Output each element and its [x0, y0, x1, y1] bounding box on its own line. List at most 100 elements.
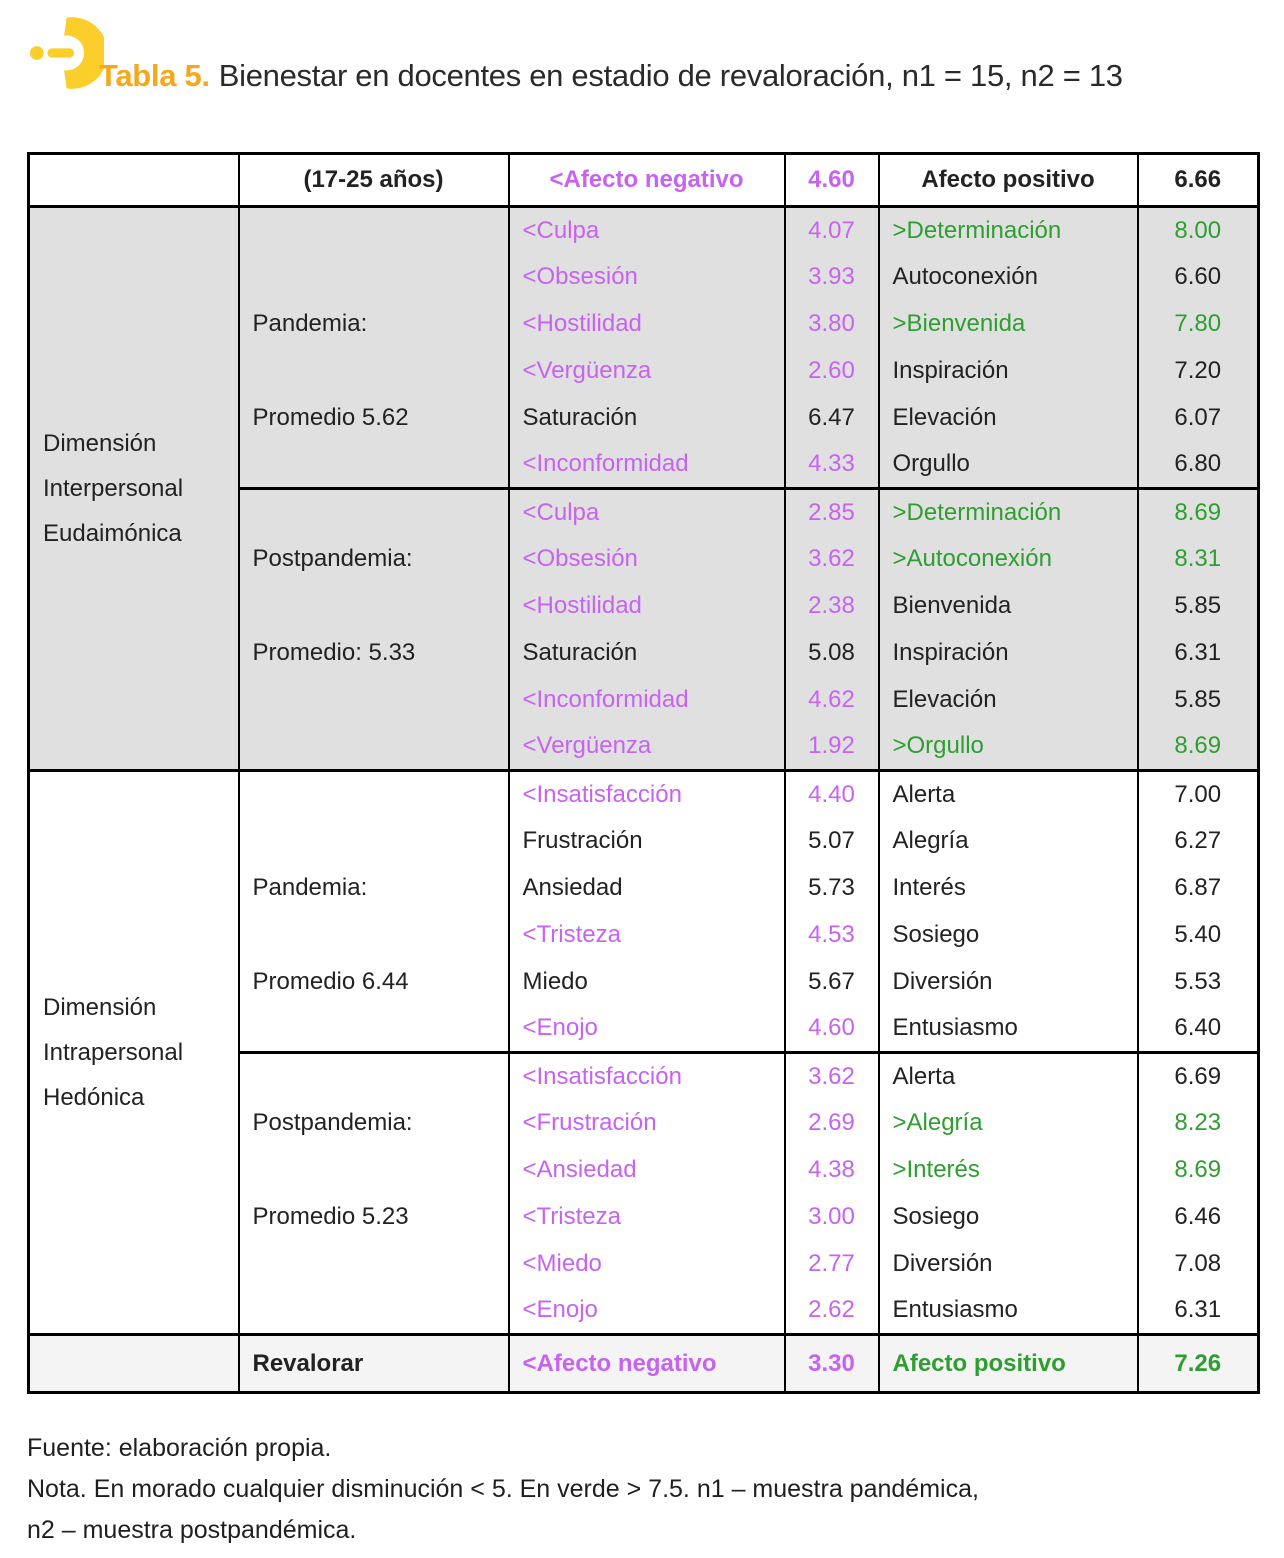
positive-value-cell: 8.69	[1136, 723, 1259, 771]
positive-affect-cell: Afecto positivo	[877, 1333, 1138, 1393]
table-row: <Miedo 2.77 Diversión 7.08	[29, 1240, 1259, 1288]
dimension-label-line: Intrapersonal	[43, 1039, 184, 1066]
negative-value-cell: 2.38	[783, 582, 879, 630]
negative-value-cell: 2.69	[783, 1099, 879, 1147]
negative-affect-cell: <Culpa	[507, 487, 785, 536]
header-row: (17-25 años) <Afecto negativo 4.60 Afecto p…	[27, 153, 1259, 207]
negative-affect-cell: <Insatisfacción	[507, 769, 785, 818]
positive-affect-cell: Entusiasmo	[877, 1287, 1138, 1335]
period-cell	[237, 1051, 509, 1100]
table-title-text: Bienestar en docentes en estadio de reva…	[218, 58, 1123, 93]
wellbeing-table: (17-25 años) <Afecto negativo 4.60 Afecto p…	[27, 152, 1260, 1394]
negative-affect-cell: <Miedo	[507, 1240, 785, 1288]
table-row: Promedio 5.23 <Tristeza 3.00 Sosiego 6.46	[29, 1193, 1259, 1241]
negative-value-cell: 4.33	[783, 441, 879, 489]
positive-value-cell: 6.31	[1136, 629, 1259, 677]
negative-affect-cell: <Hostilidad	[507, 300, 785, 348]
period-cell: Postpandemia:	[237, 535, 509, 583]
positive-affect-cell: Diversión	[877, 1240, 1138, 1288]
positive-value-cell: 6.60	[1136, 253, 1259, 301]
negative-value-cell: 5.08	[783, 629, 879, 677]
positive-affect-cell: >Autoconexión	[877, 535, 1138, 583]
negative-affect-cell: Saturación	[507, 394, 785, 442]
negative-value-cell: 2.85	[783, 487, 879, 536]
nota-line-1: Nota. En morado cualquier disminución < …	[27, 1475, 979, 1503]
positive-affect-cell: >Determinación	[877, 205, 1138, 254]
positive-affect-cell: >Determinación	[877, 487, 1138, 536]
negative-value-cell: 3.00	[783, 1193, 879, 1241]
table-row: Promedio 6.44 Miedo 5.67 Diversión 5.53	[29, 958, 1259, 1006]
positive-value-cell: 6.69	[1136, 1051, 1259, 1100]
period-cell	[237, 723, 509, 771]
dimension-label-line: Hedónica	[43, 1084, 145, 1111]
negative-affect-cell: <Afecto negativo	[507, 1333, 785, 1393]
revalorar-row: Revalorar <Afecto negativo 3.30 Afecto posi…	[27, 1333, 1259, 1393]
positive-affect-cell: Sosiego	[877, 1193, 1138, 1241]
negative-value-cell: 2.60	[783, 347, 879, 395]
positive-value-cell: 5.53	[1136, 958, 1259, 1006]
table-row: <Enojo 2.62 Entusiasmo 6.31	[29, 1287, 1259, 1335]
negative-value-cell: 4.53	[783, 911, 879, 959]
table-row: <Ansiedad 4.38 >Interés 8.69	[29, 1146, 1259, 1194]
positive-value-header: 6.66	[1136, 153, 1259, 207]
negative-affect-cell: Ansiedad	[507, 864, 785, 912]
positive-value-cell: 8.00	[1136, 205, 1259, 254]
negative-value-cell: 2.62	[783, 1287, 879, 1335]
positive-affect-cell: Sosiego	[877, 911, 1138, 959]
table-row: <Insatisfacción 3.62 Alerta 6.69	[29, 1051, 1259, 1100]
positive-value-cell: 5.85	[1136, 676, 1259, 724]
dimension-label-line: Dimensión	[43, 430, 157, 457]
negative-value-cell: 3.30	[783, 1333, 879, 1393]
table-row: <Culpa 2.85 >Determinación 8.69	[29, 487, 1259, 536]
table-row: <Inconformidad 4.62 Elevación 5.85	[29, 676, 1259, 724]
period-cell	[237, 1287, 509, 1335]
negative-affect-header: <Afecto negativo	[507, 153, 785, 207]
negative-affect-cell: <Insatisfacción	[507, 1051, 785, 1100]
dimension-label-line: Interpersonal	[43, 475, 184, 502]
period-cell: Pandemia:	[237, 300, 509, 348]
page-title: Tabla 5. Bienestar en docentes en estadio…	[99, 58, 1123, 94]
positive-affect-cell: Entusiasmo	[877, 1005, 1138, 1053]
table-row: Pandemia: <Hostilidad 3.80 >Bienvenida 7.80	[29, 300, 1259, 348]
positive-value-cell: 5.40	[1136, 911, 1259, 959]
positive-affect-cell: Alerta	[877, 769, 1138, 818]
nota-line-2: n2 – muestra postpandémica.	[27, 1516, 357, 1544]
journal-logo-icon	[12, 4, 104, 102]
positive-affect-cell: Elevación	[877, 394, 1138, 442]
positive-affect-cell: Alerta	[877, 1051, 1138, 1100]
period-cell	[237, 1146, 509, 1194]
negative-affect-cell: <Hostilidad	[507, 582, 785, 630]
table-row: Dimensión Intrapersonal Hedónica <Insatisfa…	[27, 769, 1259, 1335]
period-cell	[237, 911, 509, 959]
negative-value-cell: 4.40	[783, 769, 879, 818]
table-row: Postpandemia: <Obsesión 3.62 >Autoconexión 8…	[29, 535, 1259, 583]
positive-affect-cell: Bienvenida	[877, 582, 1138, 630]
negative-value-cell: 4.38	[783, 1146, 879, 1194]
negative-affect-cell: <Enojo	[507, 1287, 785, 1335]
dimension-label-line: Dimensión	[43, 994, 157, 1021]
dimension-cell: Dimensión Intrapersonal Hedónica	[27, 769, 239, 1335]
table-row: Dimensión Interpersonal Eudaimónica <Culpa 4…	[27, 205, 1259, 771]
positive-affect-cell: Inspiración	[877, 629, 1138, 677]
negative-affect-cell: <Ansiedad	[507, 1146, 785, 1194]
negative-affect-cell: <Tristeza	[507, 911, 785, 959]
period-cell	[237, 1240, 509, 1288]
positive-affect-cell: >Interés	[877, 1146, 1138, 1194]
age-range-cell: (17-25 años)	[237, 153, 509, 207]
positive-affect-cell: Interés	[877, 864, 1138, 912]
period-cell	[237, 769, 509, 818]
negative-affect-cell: <Obsesión	[507, 253, 785, 301]
dimension-cell: Dimensión Interpersonal Eudaimónica	[27, 205, 239, 771]
period-cell: Promedio: 5.33	[237, 629, 509, 677]
negative-value-cell: 4.62	[783, 676, 879, 724]
positive-affect-cell: >Bienvenida	[877, 300, 1138, 348]
positive-value-cell: 8.23	[1136, 1099, 1259, 1147]
negative-affect-cell: <Tristeza	[507, 1193, 785, 1241]
negative-affect-cell: <Inconformidad	[507, 441, 785, 489]
period-cell: Promedio 6.44	[237, 958, 509, 1006]
table-row: Promedio 5.62 Saturación 6.47 Elevación 6.07	[29, 394, 1259, 442]
positive-affect-cell: Autoconexión	[877, 253, 1138, 301]
table-row: <Enojo 4.60 Entusiasmo 6.40	[29, 1005, 1259, 1053]
negative-value-cell: 3.62	[783, 535, 879, 583]
table-row: Frustración 5.07 Alegría 6.27	[29, 817, 1259, 865]
